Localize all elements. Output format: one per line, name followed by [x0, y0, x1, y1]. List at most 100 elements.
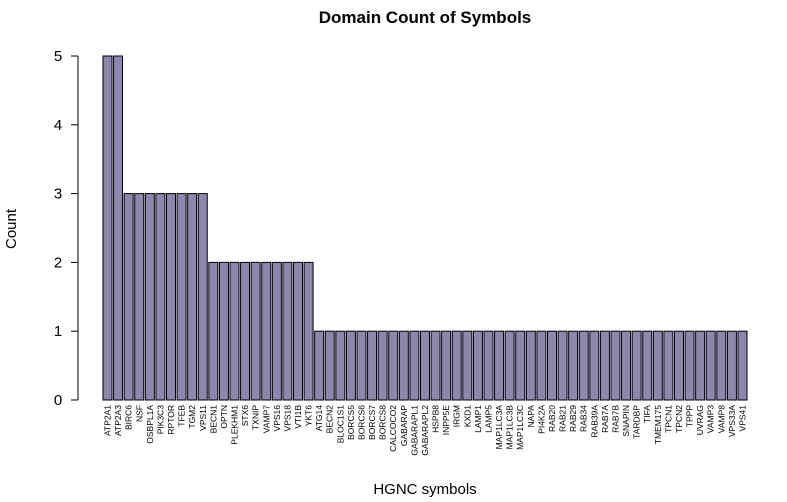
x-tick-label: PIK3C3 — [155, 405, 165, 435]
x-tick-label: VAMP3 — [706, 405, 716, 433]
x-tick-label: RAB7B — [610, 405, 620, 433]
bar — [483, 330, 494, 401]
bar — [621, 330, 632, 401]
bar — [271, 261, 282, 401]
bar — [123, 193, 134, 401]
x-tick-label: VPS18 — [282, 405, 292, 432]
x-tick-label: VTI1B — [293, 405, 303, 429]
x-tick-label: IRGM — [452, 405, 462, 427]
bar — [176, 193, 187, 401]
bar — [589, 330, 600, 401]
bar — [292, 261, 303, 401]
x-tick-label: VAMP7 — [261, 405, 271, 433]
bar — [494, 330, 505, 401]
x-tick-label: TARDBP — [632, 405, 642, 439]
x-tick-label: KXD1 — [462, 405, 472, 427]
x-tick-label: ATP2A3 — [113, 405, 123, 436]
bar — [345, 330, 356, 401]
x-tick-label: TGM2 — [187, 405, 197, 429]
x-tick-label: GABARAPL2 — [420, 405, 430, 456]
bar — [599, 330, 610, 401]
x-tick-label: VPS16 — [272, 405, 282, 432]
x-tick-label: MAP1LC3A — [494, 405, 504, 450]
bar — [187, 193, 198, 401]
x-tick-label: SNAPIN — [621, 405, 631, 437]
x-tick-label: PLEKHM1 — [230, 405, 240, 445]
bar — [144, 193, 155, 401]
x-tick-label: MAP1LC3C — [515, 405, 525, 450]
x-tick-label: RPTOR — [166, 405, 176, 435]
x-tick-labels: ATP2A1 ATP2A3 BIRC6 NSF OSBPL1A PIK3C3 RPTOR TF… — [103, 405, 748, 456]
x-tick-label: MAP1LC3B — [505, 405, 515, 450]
x-tick-label: BORCS6 — [356, 405, 366, 440]
x-tick-label: LAMP1 — [473, 405, 483, 433]
x-tick-label: TXNIP — [251, 405, 261, 430]
bar — [335, 330, 346, 401]
x-tick-label: BIRC6 — [124, 405, 134, 430]
bar — [102, 55, 113, 401]
x-tick-label: OSBPL1A — [145, 405, 155, 444]
bar — [166, 193, 176, 401]
x-tick-label: BORCS5 — [346, 405, 356, 440]
bar — [356, 330, 367, 401]
x-tick-label: GABARAP — [399, 405, 409, 446]
bar — [705, 330, 716, 401]
x-axis-label: HGNC symbols — [373, 481, 476, 498]
bar — [240, 261, 251, 401]
x-tick-label: CALCOCO2 — [388, 405, 398, 452]
bar — [451, 330, 462, 401]
bar — [367, 330, 378, 401]
x-tick-label: STX6 — [240, 405, 250, 427]
bar — [673, 330, 684, 401]
x-tick-label: ATG14 — [314, 405, 324, 432]
x-tick-label: NAPA — [526, 405, 536, 428]
x-tick-label: BECN2 — [325, 405, 335, 434]
x-tick-label: RAB29 — [568, 405, 578, 432]
y-tick-label: 5 — [54, 48, 62, 65]
x-tick-label: VPS33A — [727, 405, 737, 437]
x-tick-label: VAMP8 — [716, 405, 726, 433]
x-tick-label: GABARAPL1 — [409, 405, 419, 456]
bar — [282, 261, 293, 401]
x-tick-label: RAB34 — [579, 405, 589, 432]
y-tick-label: 1 — [54, 323, 62, 340]
y-tick-label: 4 — [54, 117, 62, 134]
bars — [102, 55, 748, 401]
bar — [261, 261, 272, 401]
x-tick-label: OPTN — [219, 405, 229, 429]
bar — [134, 193, 145, 401]
bar — [303, 261, 314, 401]
x-tick-label: TPCN2 — [674, 405, 684, 433]
bar — [684, 330, 695, 401]
x-tick-label: NSF — [134, 405, 144, 422]
bar — [610, 330, 621, 401]
x-tick-label: TPCN1 — [663, 405, 673, 433]
x-tick-label: UVRAG — [695, 405, 705, 435]
y-tick-label: 3 — [54, 186, 62, 203]
chart-title: Domain Count of Symbols — [319, 8, 532, 27]
x-tick-label: PI4K2A — [536, 405, 546, 434]
bar — [546, 330, 557, 401]
x-tick-label: RAB20 — [547, 405, 557, 432]
bar — [536, 330, 547, 401]
bar — [737, 330, 748, 401]
bar — [229, 261, 240, 401]
bar — [652, 330, 663, 401]
bar — [642, 330, 653, 401]
x-tick-label: YKT6 — [304, 405, 314, 427]
bar — [568, 330, 579, 401]
x-tick-label: TIFA — [642, 405, 652, 423]
bar — [113, 55, 124, 401]
x-tick-label: ATP2A1 — [103, 405, 113, 436]
bar — [324, 330, 335, 401]
bar — [430, 330, 441, 401]
bar — [525, 330, 536, 401]
bar — [197, 193, 208, 401]
bar — [409, 330, 420, 401]
x-tick-label: RAB21 — [558, 405, 568, 432]
y-axis-label: Count — [3, 208, 20, 249]
x-tick-label: BORCS7 — [367, 405, 377, 440]
x-tick-label: TMEM175 — [653, 405, 663, 444]
bar — [419, 330, 430, 401]
